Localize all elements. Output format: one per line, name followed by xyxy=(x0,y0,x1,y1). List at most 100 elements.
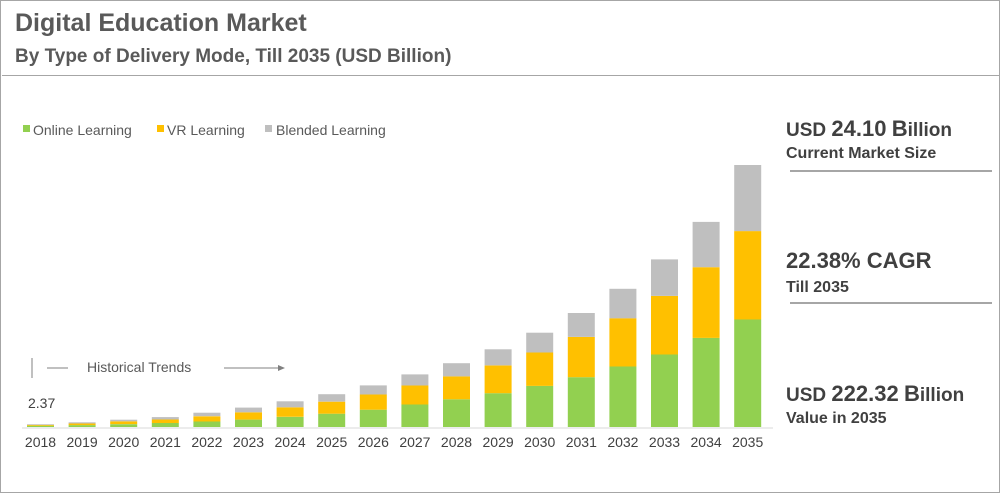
chart-subtitle: By Type of Delivery Mode, Till 2035 (USD… xyxy=(15,46,452,67)
x-tick-2023: 2023 xyxy=(233,434,264,450)
x-tick-2026: 2026 xyxy=(358,434,389,450)
bar-vr-learning-2033 xyxy=(651,296,678,355)
legend: Online Learning VR Learning Blended Lear… xyxy=(23,122,386,138)
bar-blended-learning-2022 xyxy=(193,412,221,417)
bar-vr-learning-2025 xyxy=(318,401,346,414)
bar-online-learning-2030 xyxy=(526,385,554,427)
bar-online-learning-2027 xyxy=(401,404,429,427)
bar-vr-learning-2022 xyxy=(193,416,221,422)
stat-2035-value: USD 222.32 Billion xyxy=(786,381,964,407)
bar-vr-learning-2029 xyxy=(484,365,512,394)
bar-online-learning-2023 xyxy=(235,419,262,427)
bar-online-learning-2034 xyxy=(692,337,720,427)
bar-online-learning-2020 xyxy=(110,424,138,427)
bar-vr-learning-2035 xyxy=(734,231,762,320)
stat-2035-number: 222.32 xyxy=(831,381,899,406)
x-tick-2019: 2019 xyxy=(67,434,98,450)
x-tick-2025: 2025 xyxy=(316,434,347,450)
stat-2035-unit-initial: B xyxy=(903,381,920,406)
bar-online-learning-2024 xyxy=(276,416,304,427)
bar-online-learning-2018 xyxy=(27,425,54,427)
stat-cagr-value: 22.38% CAGR xyxy=(786,248,932,274)
stat-2035-label: Value in 2035 xyxy=(786,410,887,427)
bar-online-learning-2021 xyxy=(151,423,179,427)
legend-swatch-blended-learning xyxy=(265,125,272,132)
bar-online-learning-2019 xyxy=(68,425,96,427)
bars xyxy=(27,165,762,427)
bar-blended-learning-2026 xyxy=(359,385,387,395)
stat-2035-unit: illion xyxy=(919,385,965,406)
bar-online-learning-2033 xyxy=(651,354,678,427)
bar-vr-learning-2027 xyxy=(401,385,429,405)
stat-current-prefix: USD xyxy=(786,120,832,141)
legend-swatch-online-learning xyxy=(23,125,30,132)
legend-label-blended-learning: Blended Learning xyxy=(276,122,386,138)
bar-online-learning-2028 xyxy=(443,399,470,427)
x-tick-2033: 2033 xyxy=(649,434,680,450)
x-tick-2022: 2022 xyxy=(191,434,222,450)
bar-vr-learning-2026 xyxy=(359,394,387,410)
x-tick-2030: 2030 xyxy=(524,434,555,450)
bar-vr-learning-2034 xyxy=(692,267,720,338)
legend-swatch-vr-learning xyxy=(157,125,164,132)
x-tick-2035: 2035 xyxy=(732,434,763,450)
header-divider xyxy=(2,75,999,76)
stat-cagr-label: Till 2035 xyxy=(786,279,849,296)
bar-blended-learning-2019 xyxy=(68,422,96,424)
x-tick-2028: 2028 xyxy=(441,434,472,450)
x-tick-2029: 2029 xyxy=(483,434,514,450)
bar-blended-learning-2031 xyxy=(567,313,595,337)
bar-vr-learning-2032 xyxy=(609,318,637,367)
bar-blended-learning-2020 xyxy=(110,419,138,422)
bar-online-learning-2031 xyxy=(567,377,595,427)
bar-online-learning-2025 xyxy=(318,413,346,427)
x-tick-2032: 2032 xyxy=(607,434,638,450)
bar-blended-learning-2032 xyxy=(609,288,637,319)
bar-vr-learning-2024 xyxy=(276,407,304,417)
stat-divider-2 xyxy=(790,302,992,304)
bar-blended-learning-2033 xyxy=(651,259,678,296)
historical-trends-annotation: Historical Trends xyxy=(31,358,285,378)
stacked-bar-chart: Online Learning VR Learning Blended Lear… xyxy=(22,122,773,450)
x-tick-2020: 2020 xyxy=(108,434,139,450)
x-tick-2034: 2034 xyxy=(691,434,722,450)
stat-divider-1 xyxy=(790,170,992,172)
bar-vr-learning-2023 xyxy=(235,412,262,420)
stat-current-unit-initial: B xyxy=(891,116,908,141)
bar-online-learning-2022 xyxy=(193,421,221,427)
stat-current-unit: illion xyxy=(907,120,952,141)
bar-blended-learning-2018 xyxy=(27,424,54,425)
bar-vr-learning-2028 xyxy=(443,376,470,400)
stat-2035-prefix: USD xyxy=(786,385,832,406)
bar-online-learning-2029 xyxy=(484,393,512,427)
legend-label-vr-learning: VR Learning xyxy=(167,122,245,138)
bar-blended-learning-2024 xyxy=(276,401,304,408)
bar-blended-learning-2029 xyxy=(484,349,512,366)
stat-current-label: Current Market Size xyxy=(786,145,937,162)
stat-cagr-number: 22.38% CAGR xyxy=(786,248,932,273)
bar-online-learning-2026 xyxy=(359,409,387,427)
x-tick-2024: 2024 xyxy=(275,434,306,450)
x-tick-2021: 2021 xyxy=(150,434,181,450)
bar-blended-learning-2030 xyxy=(526,332,554,353)
bar-blended-learning-2027 xyxy=(401,374,429,386)
bar-vr-learning-2020 xyxy=(110,421,138,425)
bar-vr-learning-2030 xyxy=(526,352,554,386)
bar-blended-learning-2025 xyxy=(318,394,346,402)
stat-current-number: 24.10 xyxy=(831,116,887,141)
bar-blended-learning-2035 xyxy=(734,165,762,232)
bar-blended-learning-2021 xyxy=(151,417,179,420)
legend-label-online-learning: Online Learning xyxy=(33,122,132,138)
bar-online-learning-2032 xyxy=(609,366,637,427)
stat-current-value: USD 24.10 Billion xyxy=(786,116,952,142)
historical-trends-arrowhead xyxy=(278,365,285,371)
chart-title: Digital Education Market xyxy=(15,9,307,37)
bar-blended-learning-2023 xyxy=(235,407,262,413)
bar-vr-learning-2021 xyxy=(151,419,179,423)
x-tick-2027: 2027 xyxy=(399,434,430,450)
bar-vr-learning-2018 xyxy=(27,424,54,426)
bar-online-learning-2035 xyxy=(734,319,762,427)
bar-vr-learning-2031 xyxy=(567,337,595,378)
x-tick-2031: 2031 xyxy=(566,434,597,450)
bar-vr-learning-2019 xyxy=(68,423,96,426)
